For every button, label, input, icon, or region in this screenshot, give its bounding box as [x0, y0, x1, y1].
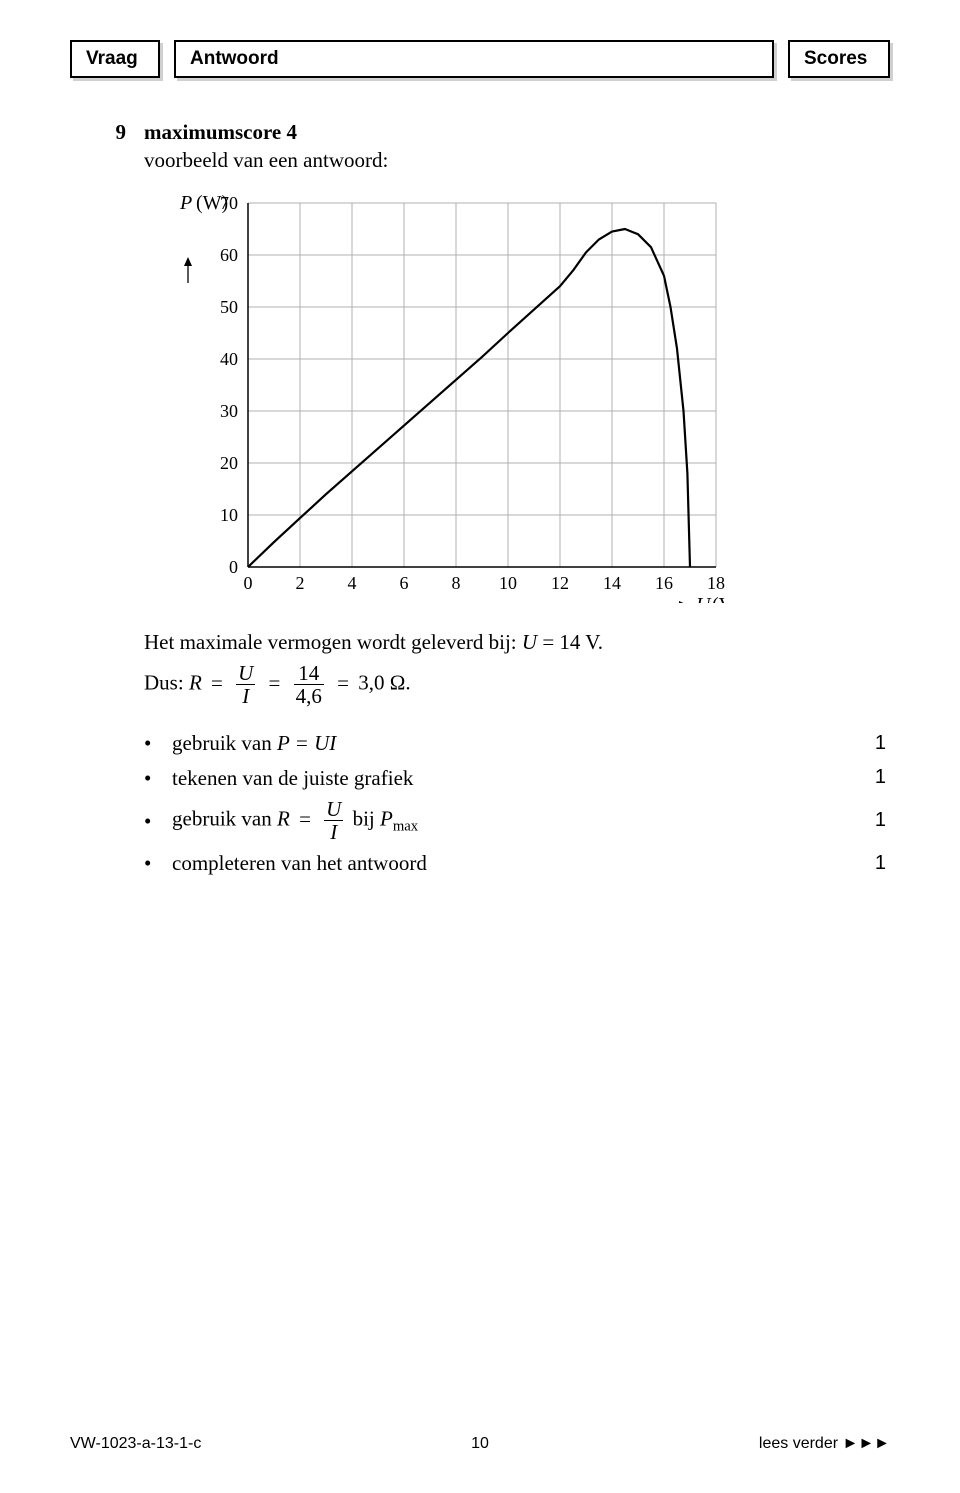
content: 9 maximumscore 4 voorbeeld van een antwo… — [70, 118, 890, 884]
header-row: Vraag Antwoord Scores — [70, 40, 890, 78]
l1-pre: Het maximale vermogen wordt geleverd bij… — [144, 630, 517, 654]
pv-chart: 024681012141618010203040506070P (W)U (V) — [168, 193, 728, 603]
l2-frac1-den: I — [236, 685, 255, 707]
l2-R: R — [189, 671, 202, 695]
r3-R: R — [277, 807, 290, 831]
l2-pre: Dus: — [144, 671, 184, 695]
r3-P: P — [380, 807, 393, 831]
svg-text:4: 4 — [348, 573, 357, 593]
svg-text:0: 0 — [244, 573, 253, 593]
svg-text:6: 6 — [400, 573, 409, 593]
r1-text: gebruik van — [172, 731, 277, 755]
r2-text: tekenen van de juiste grafiek — [172, 764, 846, 792]
header-vraag: Vraag — [70, 40, 160, 78]
l1-var: U — [522, 630, 537, 654]
r4-text: completeren van het antwoord — [172, 849, 846, 877]
footer-page: 10 — [471, 1435, 489, 1453]
l2-frac1-num: U — [236, 662, 255, 685]
l1-post: V. — [585, 630, 603, 654]
r3-num: U — [324, 798, 343, 821]
svg-text:30: 30 — [220, 401, 238, 421]
r1-score: 1 — [846, 730, 890, 757]
svg-text:14: 14 — [603, 573, 621, 593]
question-body: maximumscore 4 voorbeeld van een antwoor… — [144, 118, 890, 884]
r3-den: I — [324, 821, 343, 843]
question-intro: voorbeeld van een antwoord: — [144, 146, 890, 174]
rubric-item: tekenen van de juiste grafiek 1 — [144, 764, 890, 792]
l2-eq2: = — [265, 671, 285, 695]
r2-score: 1 — [846, 764, 890, 791]
r4-score: 1 — [846, 850, 890, 877]
l1-eq: = 14 — [542, 630, 580, 654]
r3-max: max — [393, 819, 418, 835]
l2-ohm: Ω. — [390, 671, 411, 695]
rubric-list: gebruik van P = UI 1 tekenen van de juis… — [144, 729, 890, 877]
rubric-item: gebruik van P = UI 1 — [144, 729, 890, 757]
question-number: 9 — [104, 118, 126, 884]
text-line-2: Dus: R = U I = 14 4,6 = 3,0 Ω. — [144, 662, 890, 707]
svg-text:60: 60 — [220, 245, 238, 265]
svg-text:(W): (W) — [196, 193, 228, 214]
svg-text:20: 20 — [220, 453, 238, 473]
svg-text:P: P — [179, 193, 192, 214]
r3-text: gebruik van — [172, 807, 277, 831]
svg-text:18: 18 — [707, 573, 725, 593]
question-title: maximumscore 4 — [144, 120, 297, 144]
header-scores: Scores — [788, 40, 890, 78]
svg-text:U: U — [696, 594, 712, 603]
footer: VW-1023-a-13-1-c 10 lees verder ►►► — [70, 1435, 890, 1453]
svg-text:8: 8 — [452, 573, 461, 593]
svg-text:10: 10 — [220, 505, 238, 525]
l2-eq3: = — [333, 671, 353, 695]
chart-wrapper: 024681012141618010203040506070P (W)U (V) — [168, 193, 890, 610]
svg-text:40: 40 — [220, 349, 238, 369]
text-line-1: Het maximale vermogen wordt geleverd bij… — [144, 628, 890, 656]
l2-frac2-den: 4,6 — [294, 685, 324, 707]
l2-frac2: 14 4,6 — [290, 662, 328, 707]
r3-eq: = — [295, 807, 315, 831]
header-antwoord: Antwoord — [174, 40, 774, 78]
r3-score: 1 — [846, 807, 890, 834]
footer-right: lees verder ►►► — [759, 1435, 890, 1453]
l2-frac1: U I — [232, 662, 259, 707]
svg-text:2: 2 — [296, 573, 305, 593]
svg-text:10: 10 — [499, 573, 517, 593]
l2-frac2-num: 14 — [294, 662, 324, 685]
svg-text:12: 12 — [551, 573, 569, 593]
r3-bij: bij — [353, 807, 380, 831]
svg-text:(V): (V) — [712, 594, 728, 603]
svg-text:0: 0 — [229, 557, 238, 577]
svg-text:50: 50 — [220, 297, 238, 317]
svg-text:16: 16 — [655, 573, 673, 593]
rubric-item: completeren van het antwoord 1 — [144, 849, 890, 877]
r3-frac: U I — [320, 798, 347, 843]
rubric-item: gebruik van R = U I bij Pmax 1 — [144, 798, 890, 843]
footer-left: VW-1023-a-13-1-c — [70, 1435, 201, 1453]
r1-math: P = UI — [277, 731, 336, 755]
l2-eq1: = — [207, 671, 227, 695]
l2-30: 3,0 — [358, 671, 384, 695]
